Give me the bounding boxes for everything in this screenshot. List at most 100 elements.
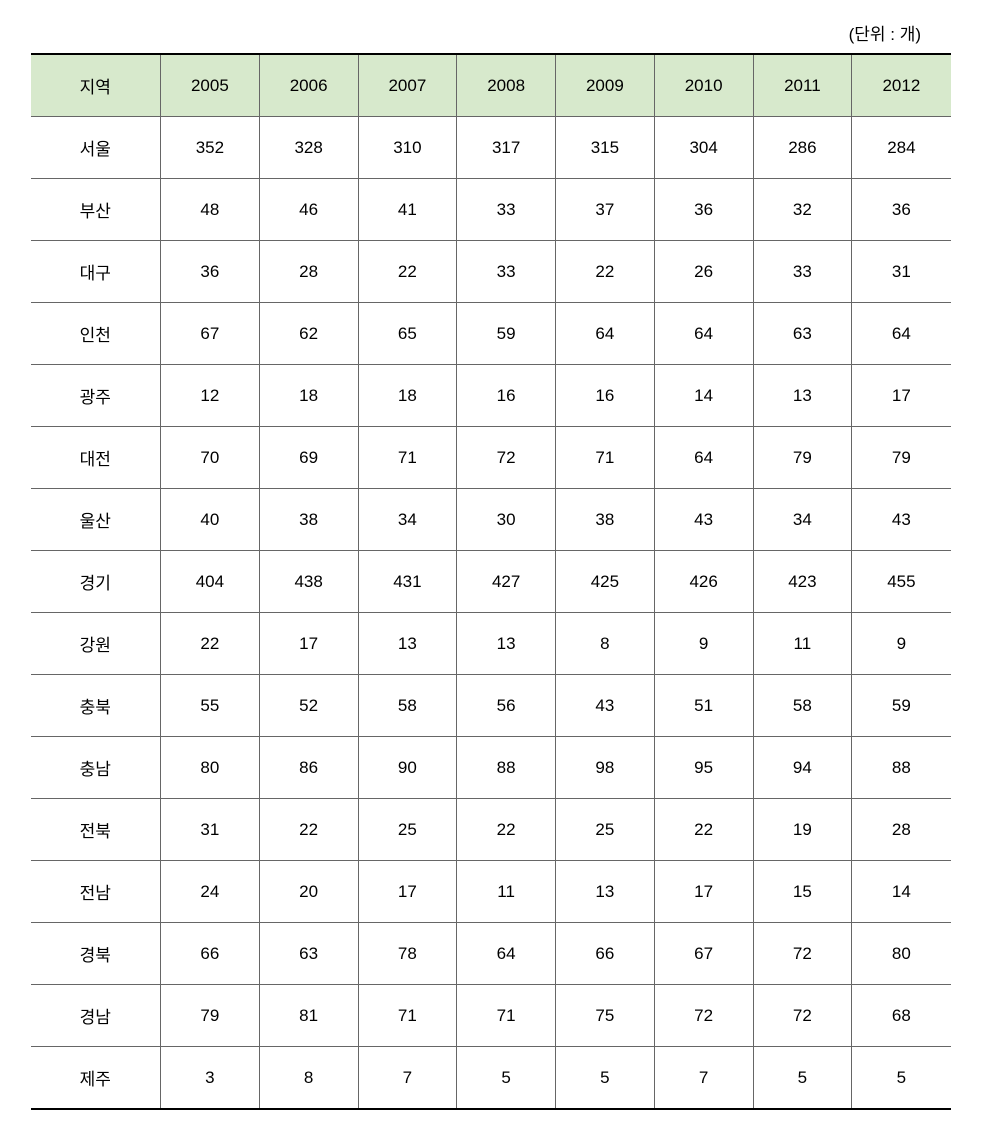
table-cell: 71 [358, 985, 457, 1047]
table-cell: 13 [556, 861, 655, 923]
table-cell: 352 [161, 117, 260, 179]
table-row: 충북5552585643515859 [31, 675, 951, 737]
table-cell: 충북 [31, 675, 161, 737]
table-cell: 32 [753, 179, 852, 241]
table-cell: 64 [556, 303, 655, 365]
table-cell: 72 [654, 985, 753, 1047]
table-cell: 울산 [31, 489, 161, 551]
table-cell: 63 [753, 303, 852, 365]
table-cell: 431 [358, 551, 457, 613]
table-cell: 63 [259, 923, 358, 985]
table-cell: 경북 [31, 923, 161, 985]
table-cell: 65 [358, 303, 457, 365]
data-table: 지역 2005 2006 2007 2008 2009 2010 2011 20… [31, 53, 951, 1110]
table-cell: 22 [358, 241, 457, 303]
table-row: 제주38755755 [31, 1047, 951, 1110]
table-cell: 43 [556, 675, 655, 737]
table-cell: 64 [654, 303, 753, 365]
table-cell: 59 [457, 303, 556, 365]
table-row: 강원2217131389119 [31, 613, 951, 675]
table-cell: 67 [161, 303, 260, 365]
header-2012: 2012 [852, 54, 951, 117]
table-cell: 284 [852, 117, 951, 179]
header-region: 지역 [31, 54, 161, 117]
table-cell: 19 [753, 799, 852, 861]
table-cell: 5 [753, 1047, 852, 1110]
table-cell: 88 [852, 737, 951, 799]
table-cell: 9 [852, 613, 951, 675]
table-body: 서울352328310317315304286284부산484641333736… [31, 117, 951, 1110]
table-cell: 26 [654, 241, 753, 303]
unit-label: (단위 : 개) [20, 20, 961, 53]
table-cell: 22 [556, 241, 655, 303]
table-cell: 52 [259, 675, 358, 737]
table-cell: 3 [161, 1047, 260, 1110]
table-cell: 17 [358, 861, 457, 923]
table-cell: 25 [358, 799, 457, 861]
table-cell: 22 [457, 799, 556, 861]
table-cell: 79 [852, 427, 951, 489]
table-cell: 5 [457, 1047, 556, 1110]
table-cell: 34 [358, 489, 457, 551]
table-cell: 20 [259, 861, 358, 923]
table-cell: 317 [457, 117, 556, 179]
table-cell: 17 [259, 613, 358, 675]
table-cell: 58 [753, 675, 852, 737]
table-cell: 22 [259, 799, 358, 861]
table-cell: 28 [852, 799, 951, 861]
table-cell: 59 [852, 675, 951, 737]
table-cell: 38 [259, 489, 358, 551]
table-cell: 79 [753, 427, 852, 489]
header-row: 지역 2005 2006 2007 2008 2009 2010 2011 20… [31, 54, 951, 117]
table-cell: 25 [556, 799, 655, 861]
table-row: 경남7981717175727268 [31, 985, 951, 1047]
table-cell: 48 [161, 179, 260, 241]
table-cell: 36 [161, 241, 260, 303]
table-cell: 71 [457, 985, 556, 1047]
table-cell: 43 [852, 489, 951, 551]
table-cell: 7 [654, 1047, 753, 1110]
table-cell: 36 [852, 179, 951, 241]
table-cell: 64 [654, 427, 753, 489]
table-cell: 13 [753, 365, 852, 427]
table-cell: 9 [654, 613, 753, 675]
table-cell: 전북 [31, 799, 161, 861]
table-cell: 17 [852, 365, 951, 427]
table-cell: 13 [358, 613, 457, 675]
table-cell: 95 [654, 737, 753, 799]
table-cell: 67 [654, 923, 753, 985]
table-cell: 315 [556, 117, 655, 179]
table-cell: 5 [852, 1047, 951, 1110]
table-cell: 69 [259, 427, 358, 489]
header-2006: 2006 [259, 54, 358, 117]
table-cell: 13 [457, 613, 556, 675]
table-cell: 광주 [31, 365, 161, 427]
table-cell: 부산 [31, 179, 161, 241]
table-cell: 대구 [31, 241, 161, 303]
table-cell: 31 [852, 241, 951, 303]
table-row: 전남2420171113171514 [31, 861, 951, 923]
table-cell: 423 [753, 551, 852, 613]
table-row: 전북3122252225221928 [31, 799, 951, 861]
table-cell: 46 [259, 179, 358, 241]
table-cell: 인천 [31, 303, 161, 365]
table-cell: 43 [654, 489, 753, 551]
table-cell: 8 [259, 1047, 358, 1110]
table-cell: 94 [753, 737, 852, 799]
table-cell: 경기 [31, 551, 161, 613]
table-row: 경기404438431427425426423455 [31, 551, 951, 613]
table-cell: 404 [161, 551, 260, 613]
table-row: 광주1218181616141317 [31, 365, 951, 427]
table-cell: 72 [753, 923, 852, 985]
table-cell: 8 [556, 613, 655, 675]
table-cell: 70 [161, 427, 260, 489]
table-cell: 22 [654, 799, 753, 861]
table-row: 대전7069717271647979 [31, 427, 951, 489]
table-cell: 16 [457, 365, 556, 427]
table-cell: 426 [654, 551, 753, 613]
table-cell: 310 [358, 117, 457, 179]
table-cell: 12 [161, 365, 260, 427]
table-cell: 81 [259, 985, 358, 1047]
table-cell: 71 [556, 427, 655, 489]
table-cell: 40 [161, 489, 260, 551]
